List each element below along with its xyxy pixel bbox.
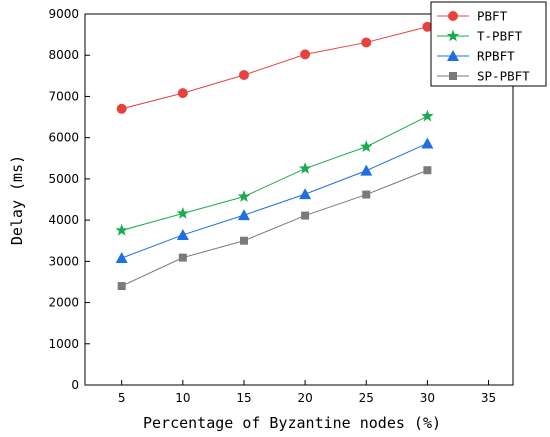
x-axis-ticks: 5 10 15 20 25 30 35 [118,380,496,405]
y-axis-title: Delay (ms) [8,155,26,245]
data-point-pbft [300,49,311,60]
y-tick-label: 5000 [48,172,79,186]
data-point-t-pbft [176,207,190,219]
data-point-pbft [116,103,127,114]
data-point-rpbft [237,209,250,221]
legend-label-t-pbft: T-PBFT [477,29,523,44]
data-point-t-pbft [421,109,434,122]
data-point-sp-pbft [178,253,187,262]
y-tick-label: 6000 [48,131,79,145]
y-tick-label: 0 [71,378,79,392]
y-tick-label: 4000 [48,213,79,227]
x-tick-label: 5 [118,391,126,405]
y-tick-label: 9000 [48,7,79,21]
legend-marker-pbft [448,11,458,21]
data-point-t-pbft [237,190,251,202]
data-point-pbft [177,88,188,99]
legend: PBFT T-PBFT RPBFT SP-PBFT [430,1,547,87]
data-point-sp-pbft [239,236,248,245]
series-line-rpbft [121,142,428,259]
legend-label-pbft: PBFT [477,9,508,24]
y-tick-label: 2000 [48,296,79,310]
data-point-sp-pbft [301,211,310,220]
data-point-t-pbft [360,140,373,152]
data-point-sp-pbft [117,282,126,291]
data-point-t-pbft [115,223,128,236]
y-axis-ticks: 0 1000 2000 3000 4000 5000 6000 7000 8000 9000 [48,7,90,392]
data-point-rpbft [360,164,373,176]
y-tick-label: 7000 [48,89,79,103]
data-point-rpbft [176,228,189,240]
plot-frame [84,13,514,386]
data-point-sp-pbft [362,190,371,199]
data-point-rpbft [115,252,128,264]
x-tick-label: 20 [297,391,312,405]
legend-marker-rpbft [447,50,459,61]
x-tick-label: 15 [236,391,251,405]
legend-label-rpbft: RPBFT [477,49,515,64]
series-line-sp-pbft [121,169,428,287]
x-tick-label: 35 [481,391,496,405]
legend-marker-sp-pbft [449,72,457,80]
series-t-pbft [115,109,434,236]
y-tick-label: 3000 [48,254,79,268]
legend-marker-t-pbft [446,29,460,42]
data-point-rpbft [299,188,312,200]
data-point-pbft [238,70,249,81]
data-point-rpbft [421,137,434,149]
series-layer [115,21,434,291]
data-point-t-pbft [298,162,312,174]
legend-label-sp-pbft: SP-PBFT [477,69,530,84]
series-sp-pbft [117,166,432,291]
x-tick-label: 25 [359,391,374,405]
data-point-pbft [422,21,433,32]
data-point-pbft [361,37,372,48]
series-pbft [116,21,433,114]
series-line-t-pbft [121,115,428,231]
x-tick-label: 30 [420,391,435,405]
series-rpbft [115,137,434,264]
y-tick-label: 8000 [48,48,79,62]
x-axis-title: Percentage of Byzantine nodes (%) [143,414,441,432]
data-point-sp-pbft [423,166,432,175]
y-tick-label: 1000 [48,337,79,351]
series-line-pbft [121,26,428,110]
x-tick-label: 10 [175,391,190,405]
